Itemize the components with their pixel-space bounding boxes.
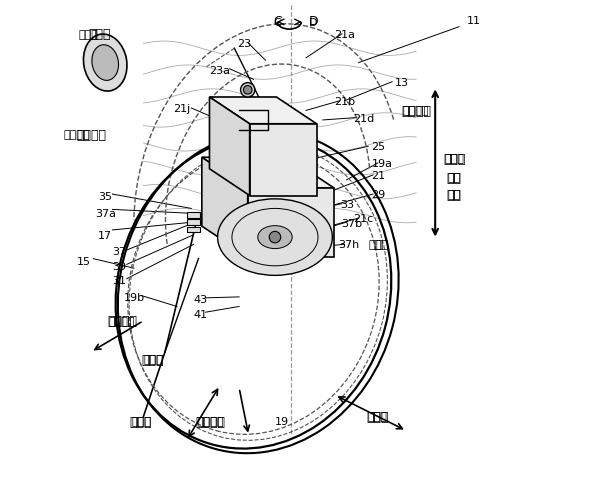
FancyBboxPatch shape [187, 213, 200, 218]
Text: 41: 41 [194, 309, 208, 319]
Text: 37a: 37a [95, 209, 116, 219]
Text: （左）: （左） [143, 354, 163, 364]
Text: 11: 11 [467, 15, 480, 25]
Text: （右）: （右） [444, 154, 464, 164]
Text: 21: 21 [371, 170, 385, 180]
Text: （右）: （右） [443, 152, 466, 165]
Circle shape [241, 84, 255, 98]
Text: 13: 13 [395, 78, 409, 87]
Text: 37b: 37b [341, 218, 362, 228]
Text: 腕外方側: 腕外方側 [403, 106, 429, 116]
Ellipse shape [258, 226, 292, 249]
FancyBboxPatch shape [187, 227, 200, 233]
Text: 21b: 21b [334, 96, 355, 107]
Text: 腕側: 腕側 [375, 240, 388, 250]
Ellipse shape [218, 199, 332, 276]
Text: 37h: 37h [339, 240, 360, 250]
Text: 19: 19 [275, 416, 289, 426]
Text: 29: 29 [371, 190, 385, 200]
Text: 縦方向: 縦方向 [130, 415, 152, 428]
Text: 使用者側: 使用者側 [196, 415, 225, 428]
Text: 厚さ: 厚さ [447, 171, 462, 184]
Text: 23a: 23a [209, 66, 231, 75]
Text: 21a: 21a [334, 30, 355, 40]
Text: 19a: 19a [372, 159, 393, 168]
Text: 19b: 19b [123, 292, 145, 302]
Polygon shape [209, 98, 250, 196]
Text: 方向: 方向 [448, 190, 461, 200]
Text: 可動範囲: 可動範囲 [63, 130, 90, 140]
Text: 15: 15 [76, 256, 91, 266]
Text: 37: 37 [113, 247, 127, 257]
Text: 39: 39 [113, 261, 127, 271]
Text: 43: 43 [194, 295, 208, 305]
Text: C: C [273, 15, 282, 28]
Text: 被写体: 被写体 [88, 28, 111, 41]
Text: （左）: （左） [142, 353, 164, 366]
Text: 21d: 21d [353, 113, 374, 123]
Text: 被写体側: 被写体側 [107, 315, 137, 328]
Text: 横方向: 横方向 [366, 410, 389, 423]
Polygon shape [202, 158, 334, 189]
Text: D: D [309, 18, 317, 28]
Text: 25: 25 [371, 142, 385, 152]
Polygon shape [209, 98, 317, 124]
Polygon shape [248, 189, 334, 257]
Polygon shape [250, 124, 317, 196]
Text: 厚さ: 厚さ [448, 173, 461, 183]
Circle shape [243, 86, 252, 95]
Text: 使用者側: 使用者側 [197, 416, 224, 426]
Text: 腕側: 腕側 [369, 240, 382, 250]
Text: C: C [273, 18, 281, 28]
Text: 23: 23 [237, 39, 251, 49]
Text: 腕外方側: 腕外方側 [401, 105, 431, 118]
Text: 21c: 21c [353, 214, 374, 224]
Text: 方向: 方向 [447, 188, 462, 201]
FancyBboxPatch shape [187, 220, 200, 226]
Text: 35: 35 [98, 192, 112, 202]
Text: 被写体側: 被写体側 [109, 316, 135, 326]
Polygon shape [202, 158, 248, 257]
Text: 31: 31 [113, 276, 126, 286]
Ellipse shape [92, 46, 119, 81]
Text: 33: 33 [340, 199, 353, 209]
Text: 21j: 21j [173, 104, 190, 114]
Text: 被写体: 被写体 [78, 30, 98, 40]
Text: 縦方向: 縦方向 [131, 416, 151, 426]
Ellipse shape [84, 35, 127, 92]
Text: 17: 17 [98, 230, 112, 240]
Text: 可動範囲: 可動範囲 [76, 129, 107, 142]
Circle shape [269, 232, 280, 243]
Text: 横方向: 横方向 [368, 411, 388, 421]
Text: D: D [308, 15, 318, 28]
